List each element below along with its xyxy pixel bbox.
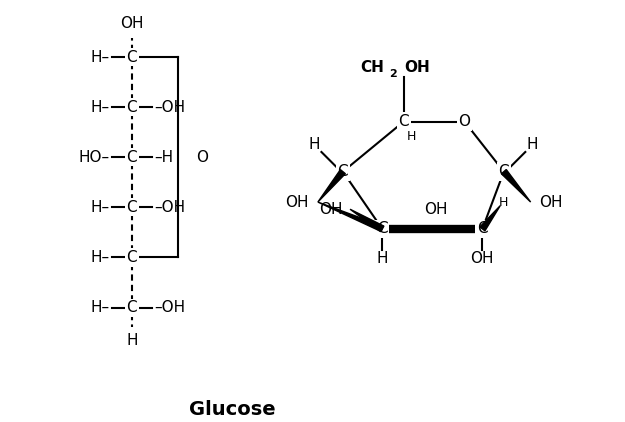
Text: –OH: –OH: [154, 200, 185, 215]
Text: OH: OH: [404, 60, 430, 76]
Text: CH: CH: [360, 60, 384, 76]
Text: H–: H–: [91, 250, 110, 265]
Text: OH: OH: [424, 202, 448, 217]
Text: H–: H–: [91, 100, 110, 115]
Text: H: H: [376, 251, 388, 266]
Text: C: C: [127, 100, 138, 115]
Text: C: C: [127, 50, 138, 65]
Text: H: H: [407, 130, 416, 143]
Polygon shape: [501, 170, 531, 202]
Text: HO–: HO–: [79, 150, 110, 165]
Text: OH: OH: [539, 195, 563, 210]
Text: C: C: [377, 222, 388, 236]
Text: C: C: [127, 300, 138, 315]
Text: H–: H–: [91, 300, 110, 315]
Text: OH: OH: [319, 202, 343, 217]
Text: –OH: –OH: [154, 100, 185, 115]
Text: OH: OH: [120, 16, 144, 32]
Text: H: H: [527, 137, 538, 152]
Text: H: H: [126, 333, 138, 348]
Polygon shape: [318, 170, 346, 202]
Text: OH: OH: [471, 251, 494, 266]
Text: O: O: [459, 114, 471, 129]
Text: C: C: [338, 164, 348, 179]
Text: C: C: [398, 114, 409, 129]
Text: C: C: [127, 250, 138, 265]
Polygon shape: [350, 209, 384, 232]
Text: H–: H–: [91, 50, 110, 65]
Text: O: O: [196, 150, 208, 165]
Text: 2: 2: [389, 69, 397, 79]
Text: H: H: [309, 137, 320, 152]
Text: C: C: [127, 200, 138, 215]
Text: –H: –H: [154, 150, 173, 165]
Polygon shape: [480, 206, 500, 231]
Text: C: C: [499, 164, 509, 179]
Text: C: C: [127, 150, 138, 165]
Text: –OH: –OH: [154, 300, 185, 315]
Text: H: H: [499, 195, 509, 208]
Text: OH: OH: [286, 195, 309, 210]
Text: Glucose: Glucose: [189, 400, 276, 419]
Text: C: C: [477, 222, 488, 236]
Polygon shape: [318, 202, 383, 232]
Text: H–: H–: [91, 200, 110, 215]
